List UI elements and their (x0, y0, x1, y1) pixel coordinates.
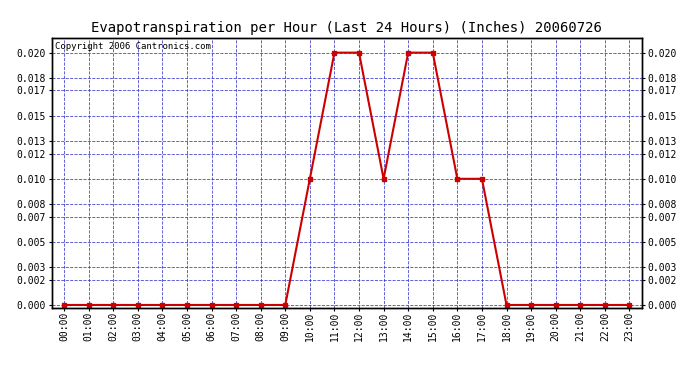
Text: Copyright 2006 Cantronics.com: Copyright 2006 Cantronics.com (55, 42, 210, 51)
Title: Evapotranspiration per Hour (Last 24 Hours) (Inches) 20060726: Evapotranspiration per Hour (Last 24 Hou… (91, 21, 602, 35)
